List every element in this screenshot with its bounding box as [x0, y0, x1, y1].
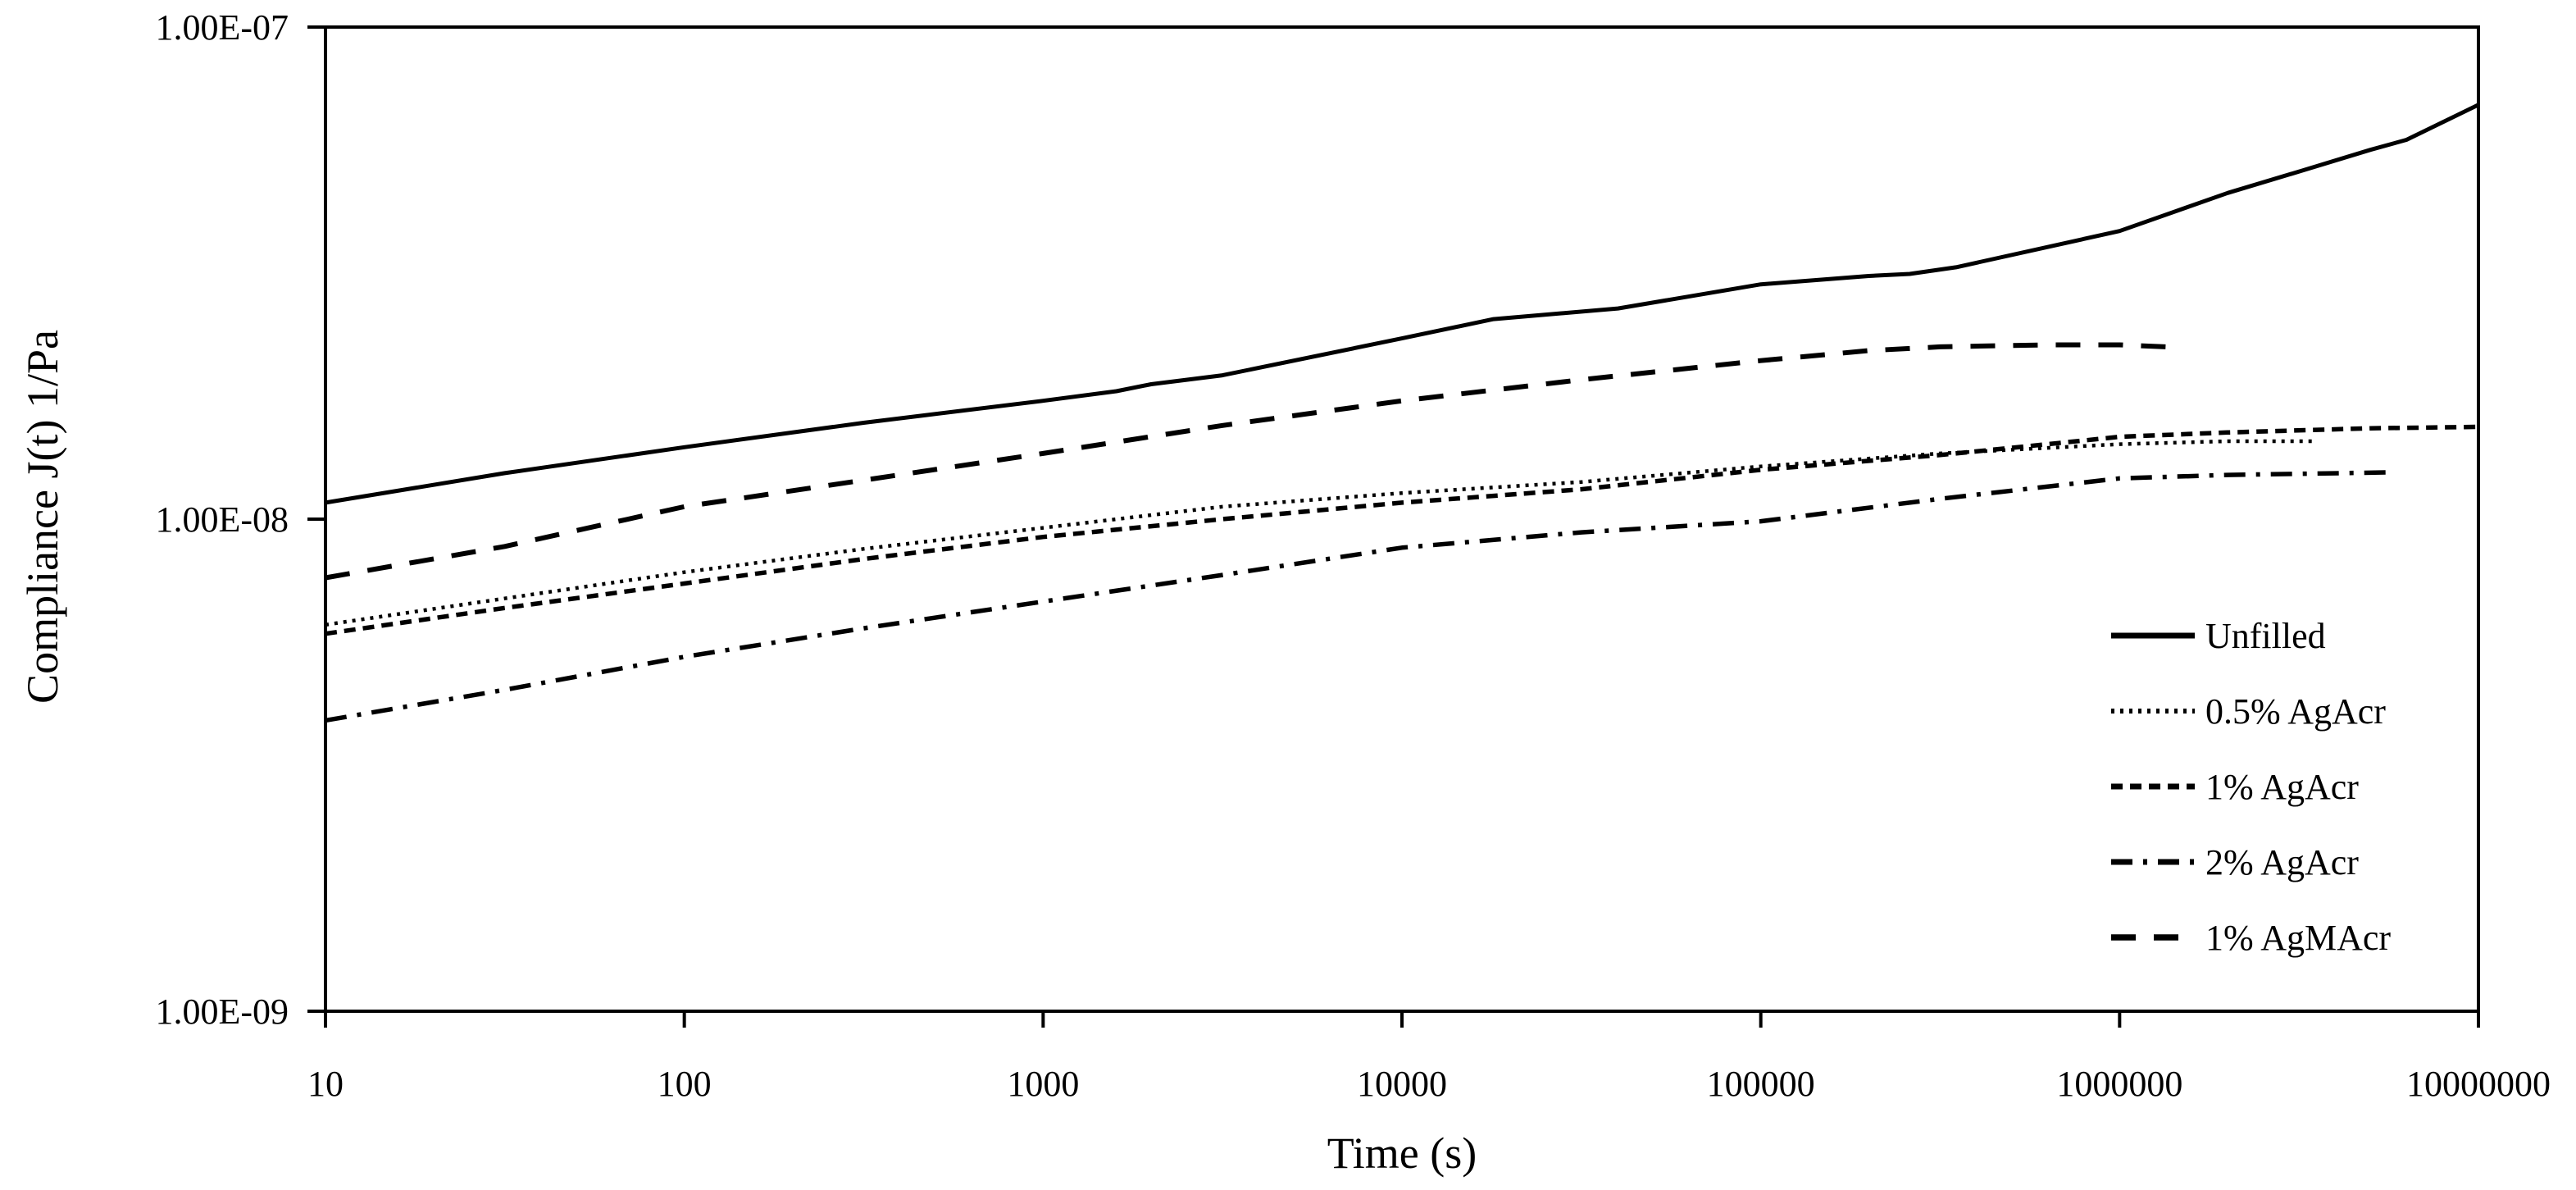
- x-tick-label-10000000: 10000000: [2406, 1064, 2551, 1104]
- series-line-0-5-agacr: [325, 439, 2315, 627]
- legend: Unfilled 0.5% AgAcr 1% AgAcr 2% AgAcr 1% AgM…: [2111, 616, 2391, 958]
- axis-ticks: [307, 25, 2480, 1028]
- y-tick-label-1.00E-07: 1.00E-07: [155, 7, 289, 48]
- x-tick-label-100: 100: [658, 1064, 712, 1104]
- legend-item-1-agmacr: 1% AgMAcr: [2111, 918, 2391, 958]
- x-tick-label-1000: 1000: [1007, 1064, 1079, 1104]
- legend-label: 1% AgMAcr: [2205, 918, 2391, 958]
- legend-item-0-5-agacr: 0.5% AgAcr: [2111, 691, 2386, 732]
- legend-item-1-agacr: 1% AgAcr: [2111, 767, 2359, 807]
- series-line-unfilled: [325, 103, 2480, 505]
- axis-tick-labels: 10 100 1000 10000 100000 1000000 10000000 1.00E…: [155, 7, 2551, 1104]
- legend-item-unfilled: Unfilled: [2111, 616, 2326, 656]
- plot-border: [324, 25, 2480, 1013]
- x-tick-label-100000: 100000: [1707, 1064, 1815, 1104]
- axis-titles: Time (s) Compliance J(t) 1/Pa: [18, 330, 1477, 1178]
- series-line-1-agacr: [325, 424, 2479, 636]
- legend-label: 0.5% AgAcr: [2205, 691, 2386, 732]
- y-axis-title: Compliance J(t) 1/Pa: [18, 330, 67, 704]
- x-tick-label-10: 10: [307, 1064, 344, 1104]
- legend-label: 1% AgAcr: [2205, 767, 2359, 807]
- series-line-1-agmacr: [325, 342, 2167, 581]
- y-tick-label-1.00E-08: 1.00E-08: [155, 499, 289, 540]
- x-tick-label-1000000: 1000000: [2056, 1064, 2182, 1104]
- x-tick-label-10000: 10000: [1357, 1064, 1447, 1104]
- plot-frame: [324, 25, 2480, 1013]
- legend-label: Unfilled: [2205, 616, 2326, 656]
- y-tick-label-1.00E-09: 1.00E-09: [155, 992, 289, 1032]
- x-axis-title: Time (s): [1327, 1128, 1477, 1178]
- legend-item-2-agacr: 2% AgAcr: [2111, 842, 2359, 882]
- series-line-2-agacr: [325, 470, 2394, 723]
- legend-label: 2% AgAcr: [2205, 842, 2359, 882]
- series-lines: [325, 103, 2480, 723]
